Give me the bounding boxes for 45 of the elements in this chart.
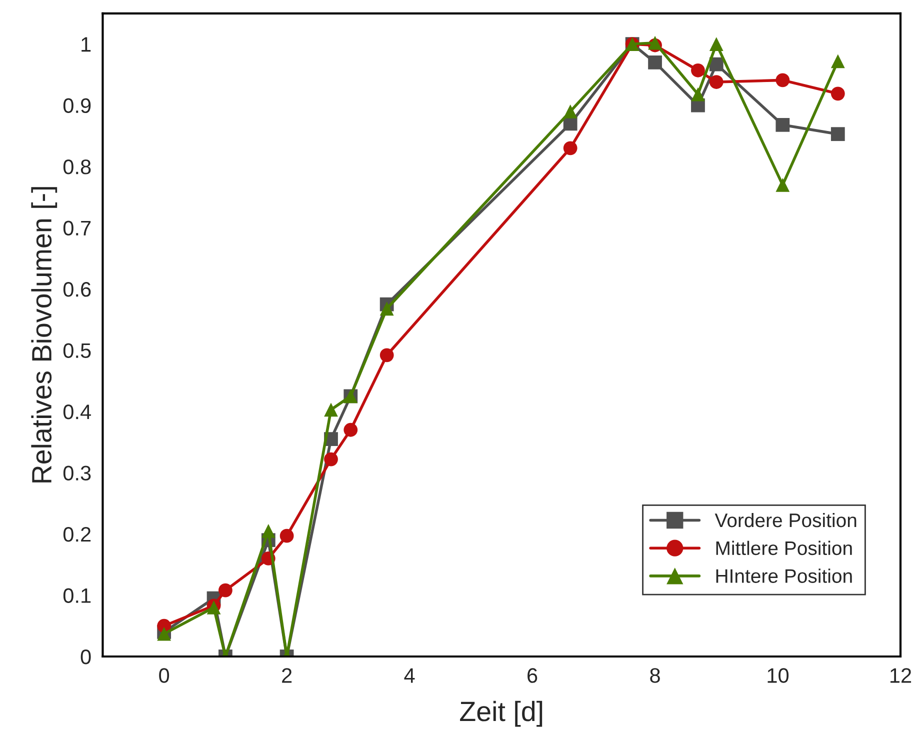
point	[776, 178, 790, 192]
point	[324, 452, 338, 466]
x-tick-label: 0	[159, 668, 170, 683]
point	[830, 127, 845, 142]
y-tick-label: 0.5	[63, 343, 91, 358]
point	[776, 118, 790, 132]
point	[776, 73, 790, 88]
point	[563, 104, 578, 118]
x-tick-label: 6	[528, 668, 538, 683]
legend-label: HIntere Position	[716, 568, 852, 583]
y-tick-label: 0.7	[63, 220, 91, 236]
y-tick-label: 0.4	[63, 404, 91, 420]
point	[280, 528, 294, 543]
x-tick-label: 4	[404, 668, 415, 683]
point	[830, 54, 845, 68]
point	[563, 141, 578, 156]
x-tick-label: 8	[650, 668, 660, 683]
y-tick-label: 0.3	[63, 466, 91, 481]
point	[709, 75, 724, 89]
y-axis-title: Relatives Biovolumen [-]	[31, 187, 58, 482]
point	[648, 55, 662, 70]
point	[691, 63, 705, 78]
point	[648, 36, 662, 50]
y-tick-label: 0.2	[63, 526, 91, 542]
y-tick-label: 0.1	[63, 588, 91, 603]
x-tick-label: 2	[282, 668, 292, 683]
point	[380, 348, 394, 362]
x-tick-label: 10	[768, 668, 789, 683]
legend-label: Mittlere Position	[716, 540, 852, 556]
point	[344, 422, 358, 437]
point	[709, 37, 724, 51]
y-tick-label: 0	[80, 649, 91, 664]
y-tick-label: 0.6	[63, 282, 91, 297]
y-tick-label: 0.8	[63, 160, 91, 174]
point	[324, 402, 338, 417]
point	[261, 524, 276, 538]
y-tick-label: 0.9	[63, 98, 91, 114]
point	[830, 86, 845, 101]
point	[691, 87, 705, 102]
point	[380, 302, 394, 316]
x-tick-label: 12	[890, 668, 912, 683]
point	[218, 583, 232, 598]
legend-label: Vordere Position	[714, 512, 856, 528]
y-tick-label: 1	[82, 37, 91, 52]
x-axis-title: Zeit [d]	[460, 700, 542, 727]
